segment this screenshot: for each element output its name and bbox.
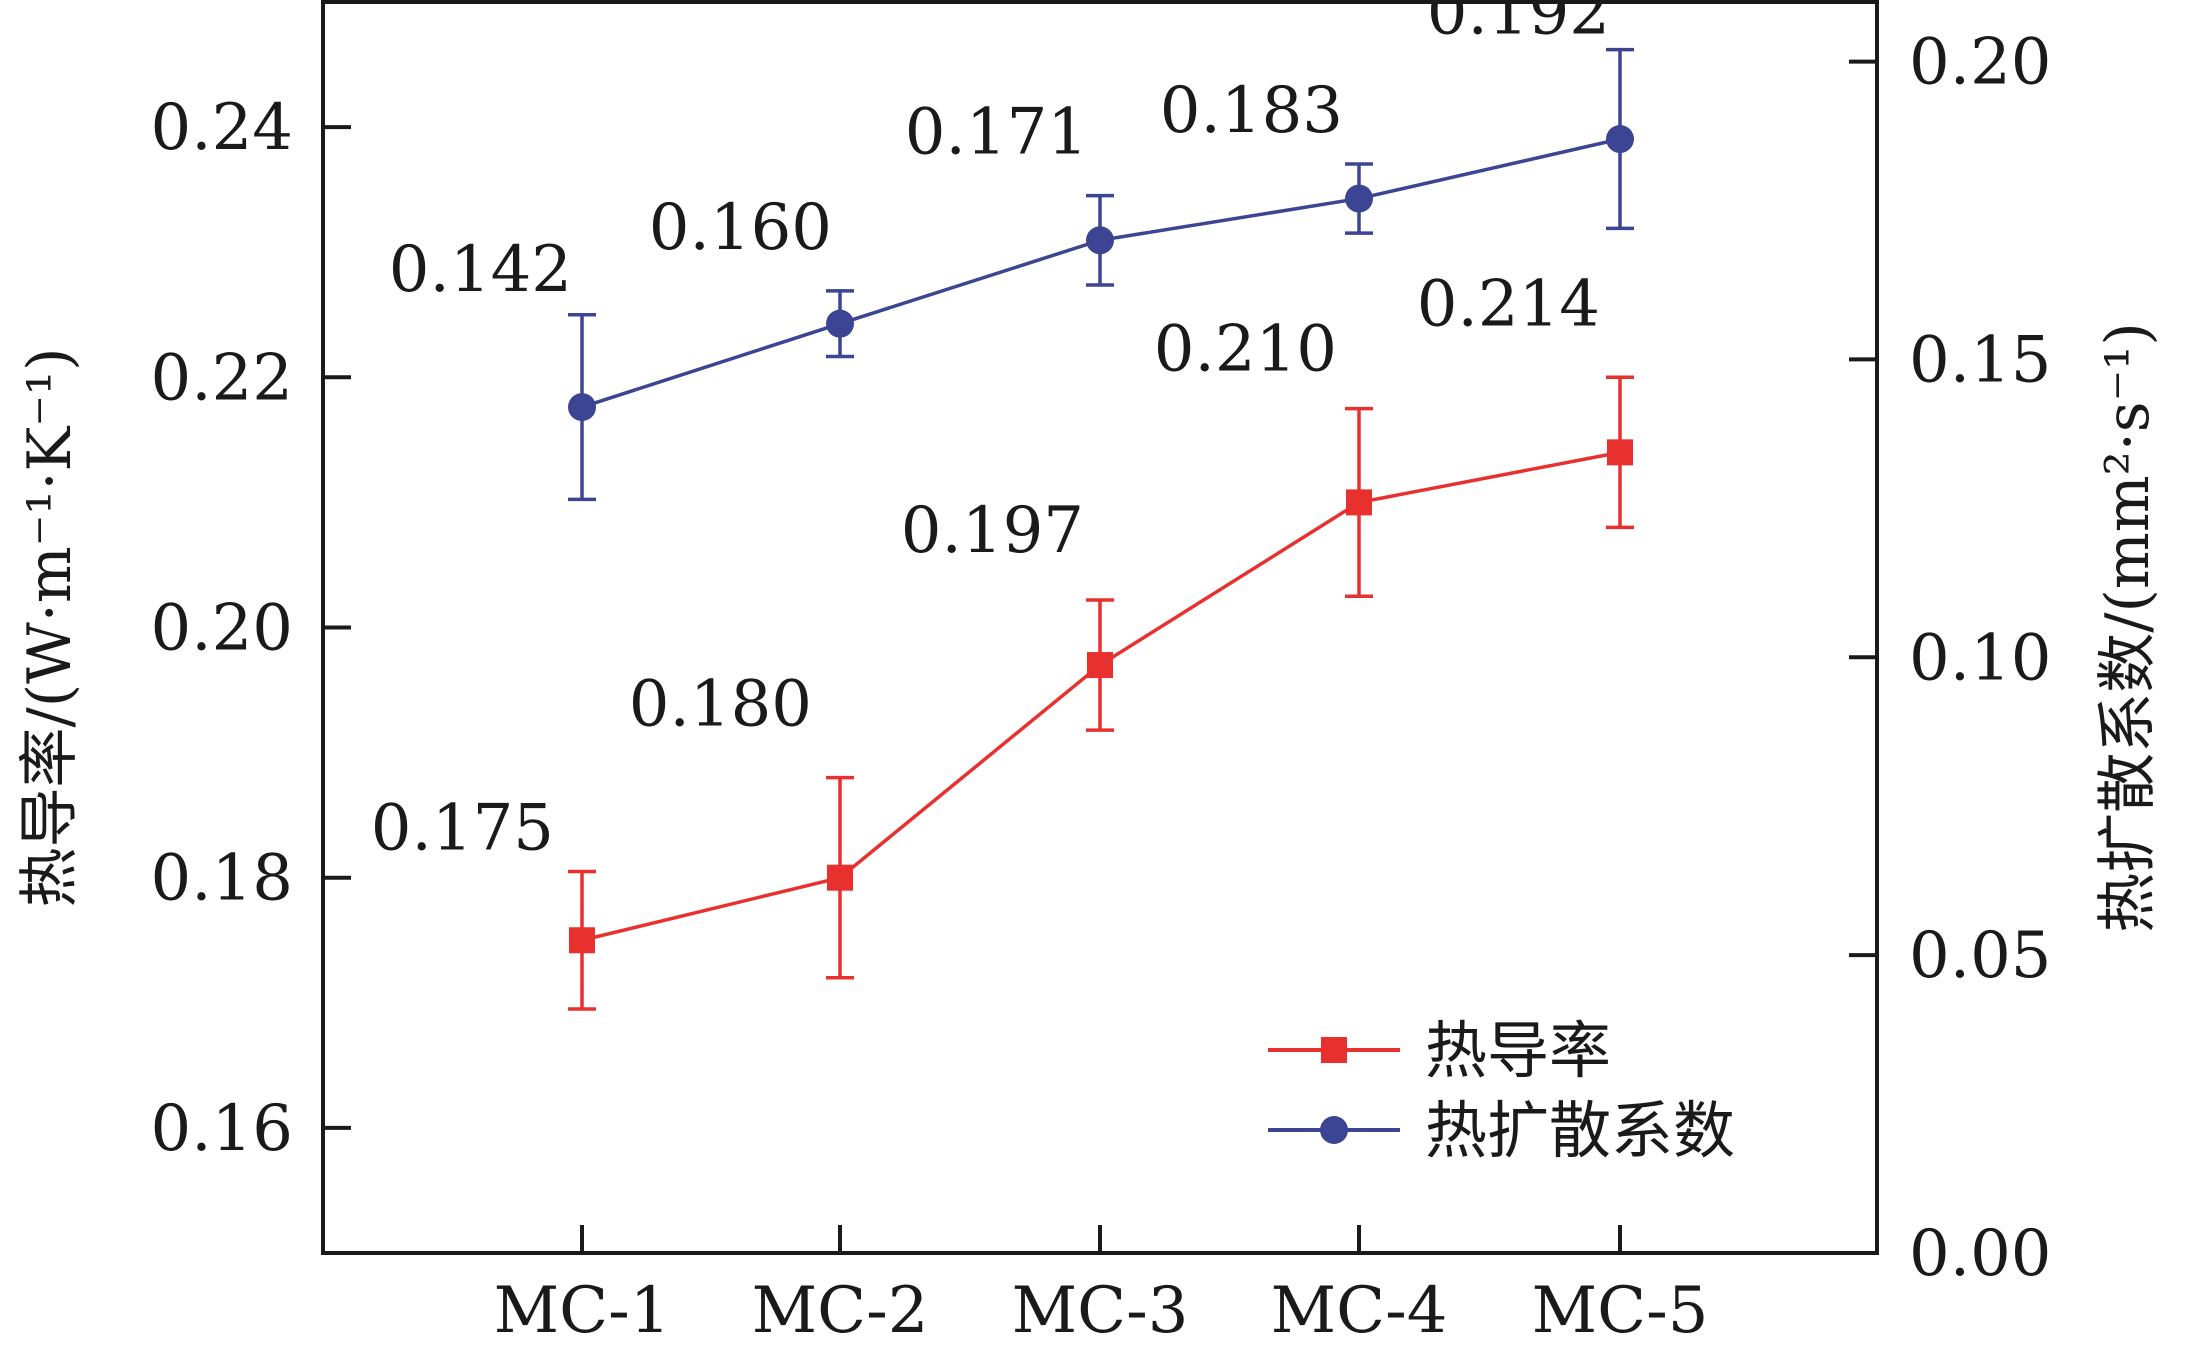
data-point bbox=[568, 393, 596, 422]
x-tick-label: MC-3 bbox=[1012, 1274, 1189, 1346]
data-label: 0.175 bbox=[371, 791, 554, 865]
data-point bbox=[826, 309, 854, 338]
right-tick-label: 0.05 bbox=[1909, 919, 2052, 993]
legend-label: 热导率 bbox=[1425, 1014, 1611, 1087]
x-tick-label: MC-2 bbox=[752, 1274, 929, 1346]
data-point bbox=[1607, 439, 1633, 466]
x-tick-label: MC-1 bbox=[494, 1274, 671, 1346]
axes-layer: 0.16 0.18 0.20 0.22 0.24 0.00 0.05 0.10 0.15 0.20… bbox=[15, 0, 2163, 1346]
left-tick-label: 0.22 bbox=[151, 341, 294, 415]
left-tick-label: 0.20 bbox=[151, 592, 294, 666]
right-tick-label: 0.10 bbox=[1909, 621, 2052, 695]
left-tick-label: 0.16 bbox=[151, 1092, 294, 1166]
x-tick-label: MC-5 bbox=[1532, 1274, 1709, 1346]
right-axis-title: 热扩散系数/(mm²·s⁻¹) bbox=[2093, 322, 2163, 932]
data-label: 0.183 bbox=[1160, 74, 1343, 148]
data-label: 0.171 bbox=[905, 96, 1088, 170]
data-point bbox=[1606, 125, 1634, 154]
legend-marker bbox=[1320, 1116, 1348, 1144]
data-point bbox=[1087, 652, 1113, 679]
left-axis-title: 热导率/(W·m⁻¹·K⁻¹) bbox=[15, 347, 85, 907]
right-tick-label: 0.00 bbox=[1909, 1217, 2052, 1291]
legend-marker bbox=[1321, 1037, 1347, 1063]
series-layer bbox=[568, 47, 1634, 1011]
data-label: 0.160 bbox=[649, 191, 832, 265]
series-diffusivity bbox=[568, 47, 1634, 502]
data-point bbox=[1345, 184, 1373, 213]
data-point bbox=[569, 927, 595, 954]
data-label: 0.142 bbox=[389, 233, 572, 307]
right-tick-label: 0.20 bbox=[1909, 26, 2052, 100]
series-conductivity bbox=[568, 375, 1634, 1011]
x-tick-label: MC-4 bbox=[1271, 1274, 1448, 1346]
left-tick-label: 0.24 bbox=[151, 91, 294, 165]
legend-label: 热扩散系数 bbox=[1425, 1094, 1735, 1167]
data-label: 0.180 bbox=[629, 668, 812, 742]
data-point bbox=[1346, 489, 1372, 516]
data-label: 0.210 bbox=[1154, 313, 1337, 387]
data-label: 0.192 bbox=[1427, 0, 1610, 50]
data-label: 0.214 bbox=[1417, 267, 1600, 341]
right-tick-label: 0.15 bbox=[1909, 323, 2052, 397]
data-point bbox=[1086, 226, 1114, 255]
labels-layer: 0.175 0.180 0.197 0.210 0.214 0.142 0.160 0.171… bbox=[371, 0, 1610, 865]
data-point bbox=[827, 864, 853, 891]
data-label: 0.197 bbox=[901, 494, 1084, 568]
left-tick-label: 0.18 bbox=[151, 842, 294, 916]
